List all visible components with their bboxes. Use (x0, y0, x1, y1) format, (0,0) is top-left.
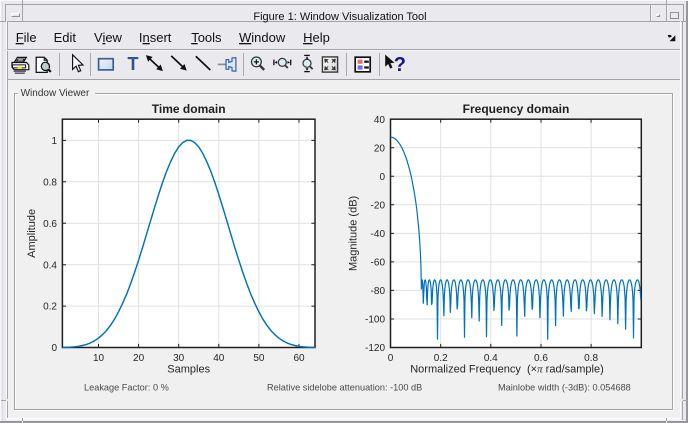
svg-text:0.4: 0.4 (484, 353, 498, 364)
svg-text:Help: Help (303, 30, 330, 45)
svg-text:10: 10 (93, 353, 105, 364)
svg-text:?: ? (394, 54, 406, 76)
svg-text:-120: -120 (365, 343, 385, 354)
svg-text:60: 60 (293, 353, 305, 364)
svg-text:0: 0 (51, 343, 57, 354)
svg-text:Tools: Tools (191, 30, 222, 45)
svg-text:0: 0 (388, 353, 394, 364)
svg-text:Edit: Edit (54, 30, 77, 45)
svg-text:1: 1 (51, 136, 57, 147)
svg-text:40: 40 (213, 353, 225, 364)
svg-text:0: 0 (379, 172, 385, 183)
svg-text:20: 20 (374, 143, 386, 154)
svg-text:T: T (128, 54, 139, 74)
svg-text:30: 30 (173, 353, 185, 364)
svg-text:Figure 1: Window Visualization: Figure 1: Window Visualization Tool (253, 11, 426, 23)
svg-text:-100: -100 (365, 315, 385, 326)
svg-text:Samples: Samples (167, 364, 210, 376)
svg-text:-80: -80 (371, 286, 386, 297)
svg-text:0.4: 0.4 (43, 260, 57, 271)
svg-text:File: File (16, 30, 37, 45)
svg-text:Magnitude (dB): Magnitude (dB) (348, 196, 360, 271)
svg-text:View: View (94, 30, 123, 45)
svg-text:Relative sidelobe attenuation:: Relative sidelobe attenuation: -100 dB (267, 383, 422, 393)
svg-text:Mainlobe width (-3dB): 0.05468: Mainlobe width (-3dB): 0.054688 (498, 383, 631, 393)
svg-text:-20: -20 (371, 200, 386, 211)
svg-text:Time domain: Time domain (152, 102, 226, 116)
svg-text:-60: -60 (371, 258, 386, 269)
svg-text:Leakage Factor: 0 %: Leakage Factor: 0 % (84, 383, 169, 393)
svg-text:-40: -40 (371, 229, 386, 240)
svg-text:40: 40 (374, 115, 386, 126)
svg-text:Window: Window (239, 30, 286, 45)
svg-text:50: 50 (253, 353, 265, 364)
svg-text:Amplitude: Amplitude (26, 209, 38, 258)
svg-text:Insert: Insert (139, 30, 172, 45)
svg-text:0.8: 0.8 (584, 353, 598, 364)
svg-text:Normalized Frequency (×π rad/: Normalized Frequency (×π rad/sample) (410, 364, 604, 376)
svg-text:0.6: 0.6 (43, 219, 57, 230)
svg-text:0.8: 0.8 (43, 177, 57, 188)
svg-text:20: 20 (133, 353, 145, 364)
svg-text:Frequency domain: Frequency domain (463, 102, 570, 116)
svg-text:0.2: 0.2 (434, 353, 448, 364)
svg-text:0.6: 0.6 (534, 353, 548, 364)
svg-text:0.2: 0.2 (43, 302, 57, 313)
svg-text:Window Viewer: Window Viewer (21, 88, 90, 99)
